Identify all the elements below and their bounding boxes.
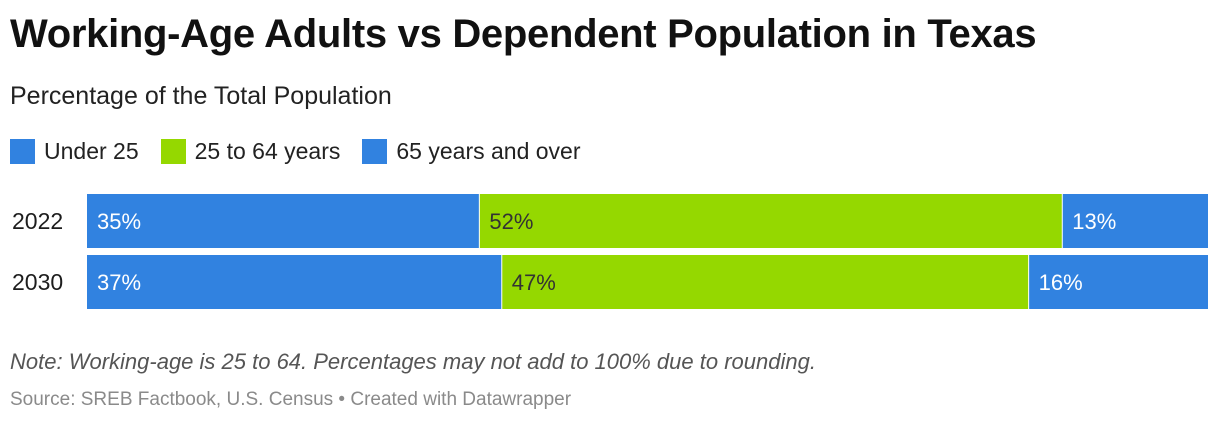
- data-label-2030-25-to-64-years: 47%: [512, 270, 556, 295]
- legend-item-65-and-over: 65 years and over: [362, 138, 581, 165]
- data-label-2030-under-25: 37%: [97, 270, 141, 295]
- bar-2022-under-25: [87, 194, 480, 248]
- legend-label-65-and-over: 65 years and over: [396, 138, 581, 164]
- data-label-2022-under-25: 35%: [97, 209, 141, 234]
- chart-title: Working-Age Adults vs Dependent Populati…: [10, 12, 1037, 56]
- bar-2022-65-years-and-over: [1062, 194, 1208, 248]
- bar-2022-25-to-64-years: [479, 194, 1063, 248]
- legend-swatch-under-25: [10, 139, 35, 164]
- bar-separator: [1028, 255, 1030, 309]
- chart-subtitle: Percentage of the Total Population: [10, 82, 392, 110]
- legend: Under 25 25 to 64 years 65 years and ove…: [10, 138, 603, 165]
- legend-label-25-to-64: 25 to 64 years: [194, 138, 341, 164]
- bar-2030-under-25: [87, 255, 502, 309]
- chart-source: Source: SREB Factbook, U.S. Census • Cre…: [10, 389, 572, 410]
- legend-swatch-25-to-64: [160, 139, 186, 164]
- data-label-2022-65-years-and-over: 13%: [1072, 209, 1116, 234]
- data-label-2030-65-years-and-over: 16%: [1039, 270, 1083, 295]
- legend-item-25-to-64: 25 to 64 years: [160, 138, 341, 165]
- bar-separator: [478, 194, 480, 248]
- legend-item-under-25: Under 25: [10, 138, 139, 165]
- bar-separator: [1061, 194, 1063, 248]
- legend-label-under-25: Under 25: [44, 138, 139, 164]
- bar-2030-65-years-and-over: [1028, 255, 1208, 309]
- category-label-2030: 2030: [12, 269, 63, 295]
- chart-note: Note: Working-age is 25 to 64. Percentag…: [10, 349, 816, 374]
- stacked-bar-chart: 2022 35% 52% 13% 2030 37% 47% 16%: [12, 194, 1208, 309]
- data-label-2022-25-to-64-years: 52%: [489, 209, 533, 234]
- legend-swatch-65-and-over: [362, 139, 388, 164]
- bar-2030-25-to-64-years: [501, 255, 1029, 309]
- category-label-2022: 2022: [12, 208, 63, 234]
- bar-separator: [501, 255, 503, 309]
